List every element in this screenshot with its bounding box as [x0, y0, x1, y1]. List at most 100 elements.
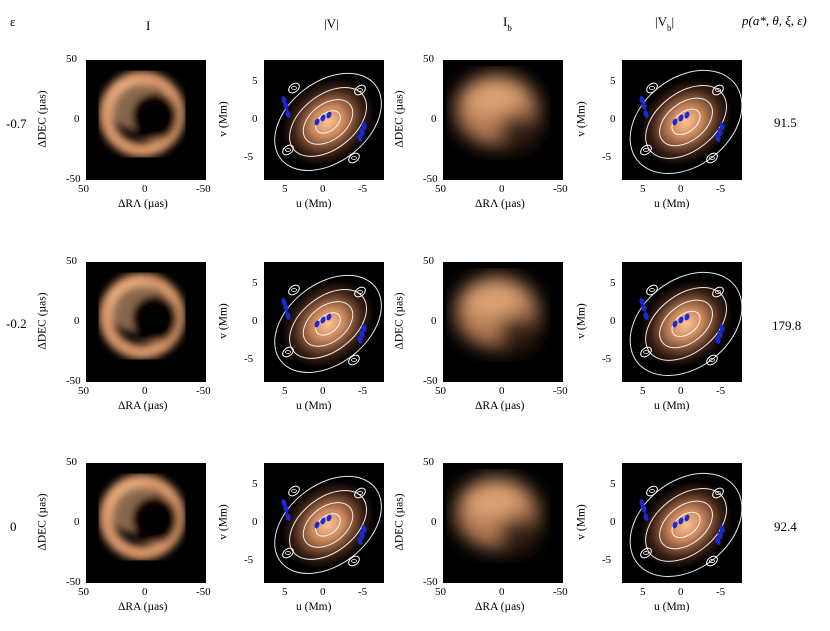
x-tick-r3-c3-1: 50	[435, 586, 446, 598]
uv-point-center-2	[320, 316, 326, 324]
ring-shadow-core	[140, 306, 176, 342]
uv-point-left-1	[641, 102, 647, 110]
y-label-r1-c2: v (Mm)	[217, 101, 230, 137]
y-tick-r3-c1-2: 0	[74, 516, 80, 528]
x-label-r3-c1: ΔRA (µas)	[118, 601, 168, 613]
blur-shadow	[497, 112, 541, 152]
x-tick-r1-c2-1: 5	[282, 183, 288, 195]
visibility-glow	[281, 77, 375, 166]
uv-point-right-2	[361, 324, 367, 332]
y-tick-r1-c3-3: -50	[423, 173, 438, 185]
x-tick-r2-c4-1: 5	[640, 385, 646, 397]
y-tick-r3-c3-1: 50	[423, 456, 434, 468]
y-tick-r2-c1-1: 50	[66, 255, 77, 267]
uv-point-left-1	[641, 304, 647, 312]
side-lobe-core-3	[285, 350, 291, 354]
contour-4	[274, 72, 382, 171]
panel-r2-c2	[264, 262, 384, 382]
x-label-r1-c4: u (Mm)	[654, 198, 690, 210]
side-lobe-2	[348, 152, 360, 164]
y-tick-r2-c1-3: -50	[66, 375, 81, 387]
y-tick-r2-c4-3: -5	[602, 353, 612, 365]
visibility-map	[629, 271, 743, 376]
uv-point-right-3	[357, 336, 363, 344]
panel-r3-c4	[622, 463, 743, 583]
y-tick-r2-c3-2: 0	[431, 315, 437, 327]
side-lobe-core-4	[715, 290, 721, 294]
header-visibility: |V|	[324, 16, 339, 31]
y-tick-r3-c2-2: 0	[252, 516, 258, 528]
x-label-r1-c1: ΔRΛ (µas)	[118, 198, 168, 210]
x-tick-r1-c3-1: 50	[435, 183, 446, 195]
uv-point-left-2	[643, 513, 649, 521]
y-tick-r1-c1-2: 0	[74, 113, 80, 125]
x-tick-r1-c1-1: 50	[78, 183, 89, 195]
y-tick-r1-c2-3: -5	[244, 151, 254, 163]
x-tick-r1-c1-2: 0	[142, 183, 148, 195]
y-tick-r3-c1-3: -50	[66, 576, 81, 588]
y-tick-r1-c1-3: -50	[66, 173, 81, 185]
contour-3	[645, 287, 727, 361]
uv-point-left-2	[285, 513, 291, 521]
y-tick-r2-c2-3: -5	[244, 353, 254, 365]
uv-point-left-2	[285, 312, 291, 320]
uv-point-left-2	[285, 110, 291, 118]
uv-point-left-2	[643, 312, 649, 320]
y-tick-r3-c3-2: 0	[431, 516, 437, 528]
contour-2	[302, 502, 354, 548]
uv-point-center-2	[678, 316, 684, 324]
side-lobe-3	[640, 547, 652, 559]
y-label-r2-c4: v (Mm)	[575, 303, 588, 339]
uv-point-left-3	[281, 499, 287, 507]
blur-highlight	[463, 483, 523, 519]
contour-2	[659, 299, 713, 349]
header-blurred-intensity: Ib	[503, 14, 512, 33]
side-lobe-4	[712, 487, 724, 499]
y-tick-r2-c2-1: 5	[252, 277, 258, 289]
x-tick-r2-c1-1: 50	[78, 385, 89, 397]
x-tick-r1-c2-2: 0	[320, 183, 326, 195]
contour-3	[645, 85, 727, 159]
uv-point-left-1	[641, 505, 647, 513]
uv-point-right-3	[715, 336, 721, 344]
visibility-glow	[281, 480, 375, 569]
visibility-map	[629, 69, 743, 174]
side-lobe-core-2	[709, 559, 715, 563]
contour-1	[671, 108, 701, 136]
uv-point-left-2	[643, 110, 649, 118]
panel-r1-c2	[264, 60, 384, 180]
side-lobe-core-1	[291, 288, 297, 292]
panel-r2-c1	[86, 262, 206, 382]
contour-2	[302, 99, 354, 145]
x-tick-r1-c3-3: -50	[553, 183, 568, 195]
side-lobe-core-3	[643, 350, 649, 354]
x-tick-r3-c1-3: -50	[196, 586, 211, 598]
blur-highlight	[463, 282, 523, 318]
header-blurred-intensity-sub: b	[507, 23, 512, 33]
visibility-glow	[639, 279, 733, 368]
x-tick-r3-c2-2: 0	[320, 586, 326, 598]
x-label-r1-c2: u (Mm)	[296, 198, 332, 210]
visibility-map	[629, 472, 743, 577]
crescent-ring	[99, 71, 185, 157]
uv-coverage	[639, 298, 725, 344]
uv-point-right-1	[359, 128, 365, 136]
side-lobe-4	[354, 487, 366, 499]
side-lobe-4	[354, 286, 366, 298]
side-lobe-1	[288, 82, 300, 94]
y-tick-r2-c1-2: 0	[74, 315, 80, 327]
side-lobe-core-3	[643, 148, 649, 152]
y-tick-r2-c3-3: -50	[423, 375, 438, 387]
x-tick-r2-c3-1: 50	[435, 385, 446, 397]
y-tick-r2-c2-2: 0	[252, 315, 258, 327]
panel-r3-c1	[86, 463, 206, 583]
uv-point-left-1	[283, 304, 289, 312]
uv-point-center-3	[326, 111, 332, 119]
ring-outer	[99, 474, 185, 560]
x-tick-r1-c4-3: -5	[716, 183, 726, 195]
uv-point-left-3	[281, 298, 287, 306]
panel-r2-c4	[622, 262, 743, 382]
side-lobe-core-3	[643, 551, 649, 555]
uv-point-center-3	[684, 514, 690, 522]
x-label-r3-c2: u (Mm)	[296, 601, 332, 613]
